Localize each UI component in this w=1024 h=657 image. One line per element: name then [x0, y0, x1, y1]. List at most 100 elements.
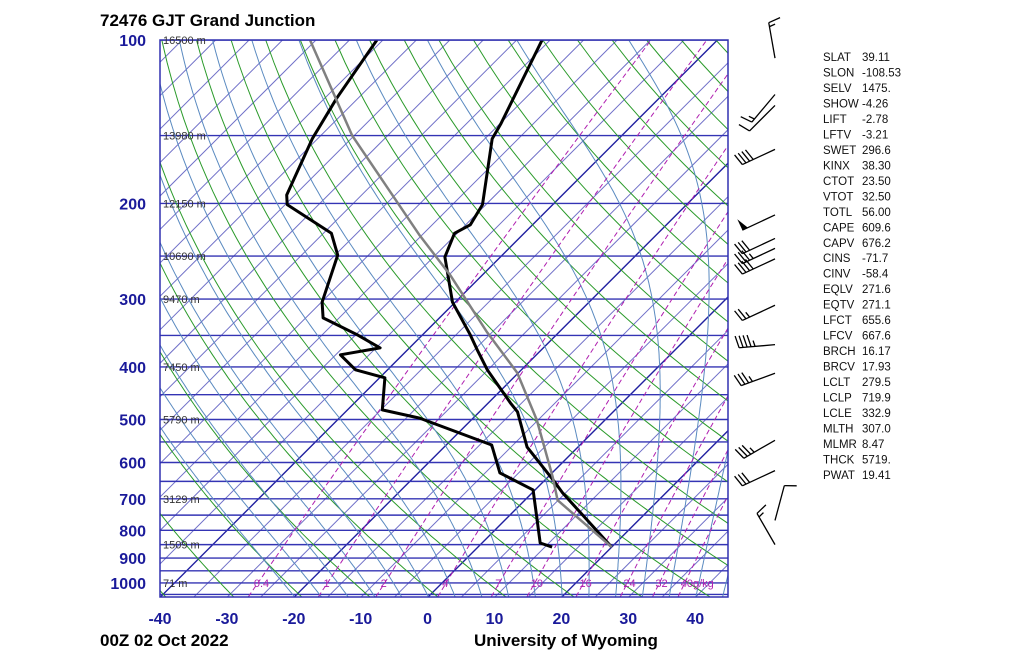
index-name: LIFT — [823, 114, 847, 126]
dry-adiabat — [265, 40, 728, 567]
mixing-ratio-line — [375, 73, 728, 597]
moist-adiabat — [160, 296, 376, 597]
index-value: 1475. — [862, 83, 891, 95]
background-lines — [0, 40, 728, 597]
dry-adiabat — [160, 261, 438, 597]
moist-adiabat — [516, 40, 661, 597]
mixing-ratio-line — [437, 144, 728, 597]
temperature-tick-label: 30 — [619, 611, 637, 628]
moist-adiabat — [160, 81, 456, 597]
mixing-ratio-label: 40g/kg — [681, 578, 714, 590]
moist-adiabat — [426, 40, 622, 597]
height-label: 12150 m — [163, 198, 206, 210]
barb-shaft — [742, 237, 776, 255]
temperature-trace — [443, 40, 613, 549]
barb-full — [744, 258, 754, 270]
isotherm — [160, 40, 317, 197]
pressure-tick-label: 400 — [119, 360, 146, 377]
isotherm — [0, 40, 48, 597]
index-value: -4.26 — [862, 98, 888, 110]
wind-barbs — [733, 17, 797, 545]
parcel-trace — [308, 40, 613, 549]
barb-shaft — [742, 470, 776, 487]
wind-barb — [737, 214, 776, 231]
barb-full — [734, 253, 743, 265]
barb-shaft — [774, 485, 785, 521]
source-label: University of Wyoming — [474, 631, 658, 650]
wind-barb — [734, 247, 776, 265]
dewpoint-trace — [285, 40, 553, 549]
barb-shaft — [742, 247, 776, 265]
dry-adiabat — [160, 589, 166, 597]
moist-adiabat — [212, 40, 510, 597]
index-value: 8.47 — [862, 439, 884, 451]
wind-barb — [768, 17, 781, 59]
dry-adiabat — [160, 160, 506, 597]
pressure-tick-label: 1000 — [110, 576, 146, 593]
index-name: CINV — [823, 269, 851, 281]
wind-barb — [774, 484, 797, 521]
barb-full — [740, 116, 753, 123]
isotherm — [427, 296, 728, 597]
index-name: CAPE — [823, 222, 855, 234]
isotherm — [160, 40, 283, 164]
barb-full — [737, 152, 747, 164]
height-label: 13980 m — [163, 131, 206, 143]
index-value: 279.5 — [862, 377, 891, 389]
index-name: MLTH — [823, 424, 853, 436]
index-value: 17.93 — [862, 362, 891, 374]
temperature-tick-label: 20 — [553, 611, 571, 628]
barb-full — [737, 241, 747, 253]
index-name: CTOT — [823, 176, 854, 188]
mixing-ratio-line — [317, 40, 708, 597]
isotherm — [160, 40, 183, 63]
index-name: CAPV — [823, 238, 855, 250]
barb-full — [741, 260, 751, 272]
mixing-ratio-line — [575, 327, 728, 597]
index-value: -3.21 — [862, 129, 888, 141]
wind-barb — [734, 148, 776, 166]
isotherm — [160, 40, 250, 130]
barb-shaft — [742, 258, 776, 275]
pressure-tick-label: 700 — [119, 492, 146, 509]
index-value: 332.9 — [862, 408, 891, 420]
barb-full — [737, 474, 747, 485]
index-value: 307.0 — [862, 424, 891, 436]
isotherm — [327, 195, 728, 597]
isotherm — [260, 129, 728, 597]
index-value: 5719. — [862, 454, 891, 466]
wind-barb — [756, 504, 776, 545]
barb-shaft — [768, 22, 776, 59]
isotherm — [0, 40, 149, 597]
dry-adiabat — [576, 40, 728, 207]
index-name: TOTL — [823, 207, 853, 219]
isotherm — [0, 40, 15, 597]
mixing-ratio-label: 1 — [323, 578, 329, 590]
moist-adiabat — [628, 40, 710, 597]
index-name: PWAT — [823, 470, 855, 482]
barb-full — [738, 446, 748, 457]
index-value: 32.50 — [862, 191, 891, 203]
index-name: LFCV — [823, 331, 853, 343]
barb-full — [756, 504, 767, 514]
barb-half — [758, 512, 764, 518]
mixing-ratio-line — [490, 210, 728, 597]
index-name: SHOW — [823, 98, 859, 110]
index-value: 16.17 — [862, 346, 891, 358]
index-name: SLON — [823, 67, 854, 79]
temperature-tick-label: 10 — [486, 611, 504, 628]
mixing-ratio-label: 2 — [381, 578, 387, 590]
barb-full — [733, 374, 742, 386]
station-title: 72476 GJT Grand Junction — [100, 11, 315, 30]
height-label: 5790 m — [163, 415, 200, 427]
barb-shaft — [739, 344, 776, 349]
mixing-ratio-line — [652, 448, 728, 597]
isotherm — [160, 40, 685, 565]
sounding-traces — [285, 40, 613, 549]
index-value: 676.2 — [862, 238, 891, 250]
index-name: THCK — [823, 454, 855, 466]
index-name: SELV — [823, 83, 852, 95]
index-value: 609.6 — [862, 222, 891, 234]
index-name: BRCH — [823, 346, 856, 358]
index-name: LCLE — [823, 408, 852, 420]
